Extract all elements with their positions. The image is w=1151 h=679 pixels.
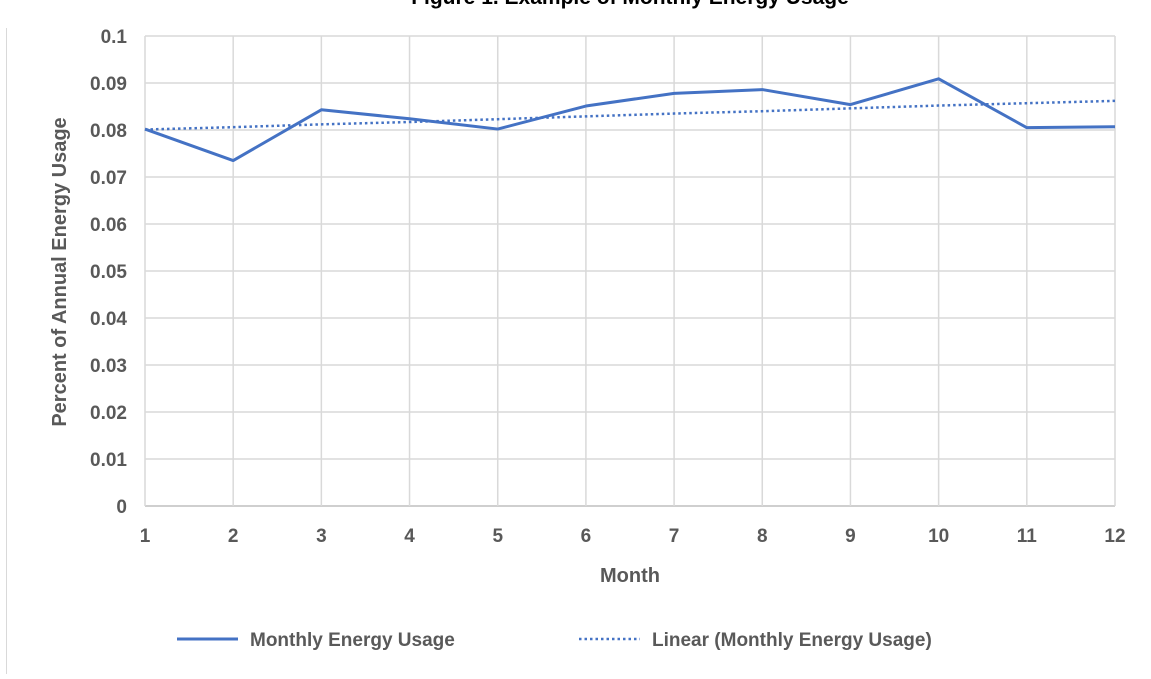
y-tick-label: 0.06 <box>90 215 127 236</box>
x-tick-label: 5 <box>492 526 503 547</box>
legend: Monthly Energy Usage Linear (Monthly Ene… <box>177 630 932 651</box>
x-axis-title: Month <box>600 565 660 587</box>
y-tick-label: 0.04 <box>90 309 127 330</box>
y-tick-label: 0.05 <box>90 262 127 283</box>
y-tick-label: 0.09 <box>90 74 127 95</box>
chart-title: Figure 1. Example of Monthly Energy Usag… <box>411 0 849 9</box>
series-lines <box>144 77 1116 163</box>
x-gridlines <box>144 36 1116 506</box>
legend-label-linear-trendline: Linear (Monthly Energy Usage) <box>652 630 932 651</box>
x-tick-label: 8 <box>757 526 768 547</box>
x-tick-label: 7 <box>669 526 680 547</box>
y-tick-label: 0.02 <box>90 403 127 424</box>
series-line-monthly-energy-usage <box>144 77 1116 163</box>
x-tick-label: 9 <box>845 526 856 547</box>
y-axis-title: Percent of Annual Energy Usage <box>49 117 71 426</box>
x-axis-tick-labels: 1 2 3 4 5 6 7 8 9 10 11 12 <box>140 526 1126 547</box>
x-tick-label: 6 <box>581 526 592 547</box>
y-gridlines <box>145 35 1115 507</box>
series-line-linear-trendline <box>144 99 1116 131</box>
y-tick-label: 0 <box>116 497 127 518</box>
x-tick-label: 10 <box>928 526 949 547</box>
x-tick-label: 4 <box>404 526 415 547</box>
legend-label-monthly-energy-usage: Monthly Energy Usage <box>250 630 455 651</box>
y-tick-label: 0.08 <box>90 121 127 142</box>
x-tick-label: 2 <box>228 526 239 547</box>
y-tick-label: 0.1 <box>101 27 128 48</box>
x-tick-label: 12 <box>1104 526 1125 547</box>
y-tick-label: 0.07 <box>90 168 127 189</box>
x-tick-label: 11 <box>1017 526 1038 547</box>
y-axis-tick-labels: 0 0.01 0.02 0.03 0.04 0.05 0.06 0.07 0.08 0.09 0.1 <box>90 27 127 518</box>
x-tick-label: 1 <box>140 526 151 547</box>
y-tick-label: 0.03 <box>90 356 127 377</box>
y-tick-label: 0.01 <box>90 450 127 471</box>
x-tick-label: 3 <box>316 526 327 547</box>
